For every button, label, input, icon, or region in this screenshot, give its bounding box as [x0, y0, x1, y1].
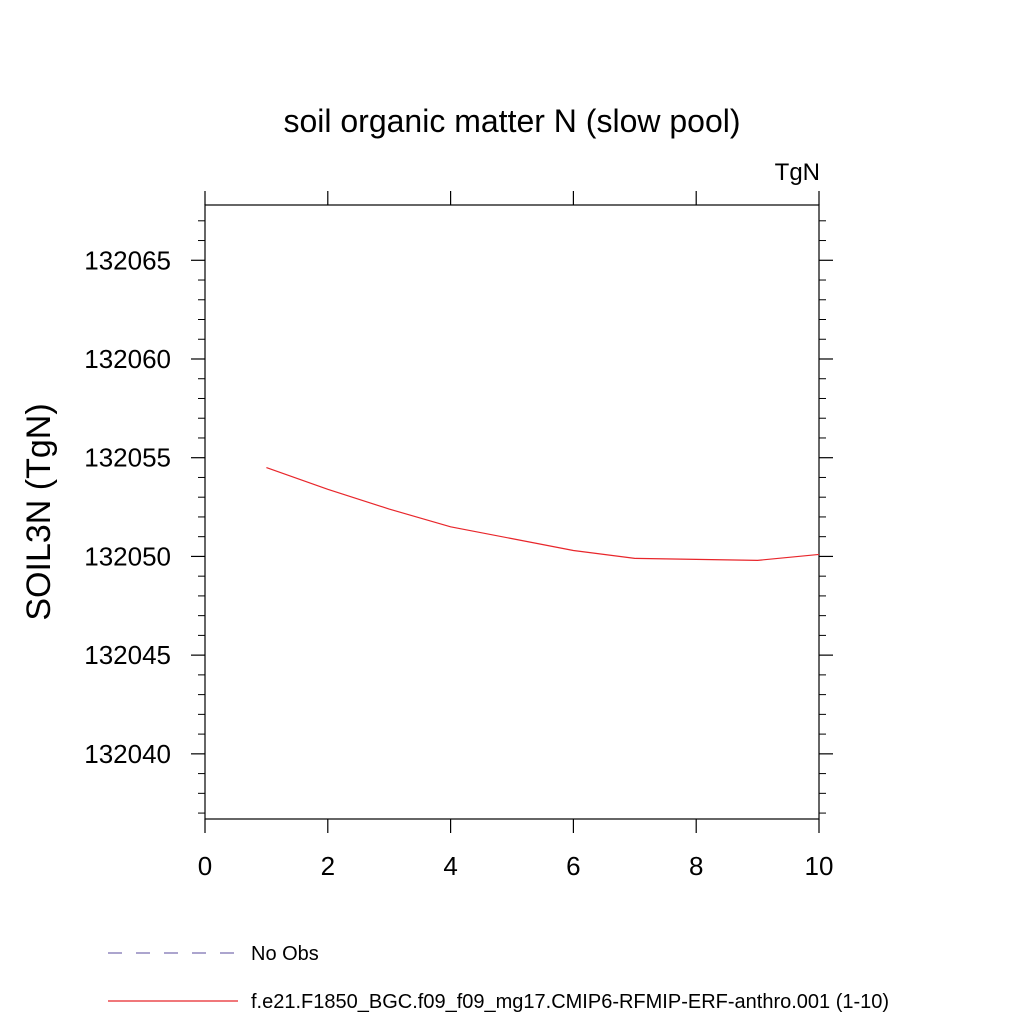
legend-label: f.e21.F1850_BGC.f09_f09_mg17.CMIP6-RFMIP… — [251, 991, 889, 1013]
x-tick-label: 10 — [805, 851, 834, 881]
y-tick-label: 132055 — [84, 443, 171, 473]
y-tick-label: 132045 — [84, 640, 171, 670]
y-tick-label: 132050 — [84, 541, 171, 571]
legend: No Obs f.e21.F1850_BGC.f09_f09_mg17.CMIP6… — [108, 943, 889, 1013]
y-tick-label: 132040 — [84, 739, 171, 769]
x-tick-label: 0 — [198, 851, 212, 881]
legend-label: No Obs — [251, 943, 319, 965]
plot-frame — [204, 204, 820, 820]
series-line — [266, 467, 820, 561]
y-tick-label: 132060 — [84, 344, 171, 374]
units-label: TgN — [775, 159, 820, 186]
chart-title: soil organic matter N (slow pool) — [283, 103, 740, 139]
y-tick-label: 132065 — [84, 245, 171, 275]
x-tick-label: 8 — [689, 851, 703, 881]
axis-ticks: 0 2 4 6 8 10 132040 132045 132050 132055 132060 132… — [84, 191, 833, 881]
x-tick-label: 2 — [321, 851, 335, 881]
x-tick-label: 4 — [443, 851, 457, 881]
y-axis-label: SOIL3N (TgN) — [20, 403, 58, 620]
series-layer — [266, 467, 820, 561]
x-tick-label: 6 — [566, 851, 580, 881]
